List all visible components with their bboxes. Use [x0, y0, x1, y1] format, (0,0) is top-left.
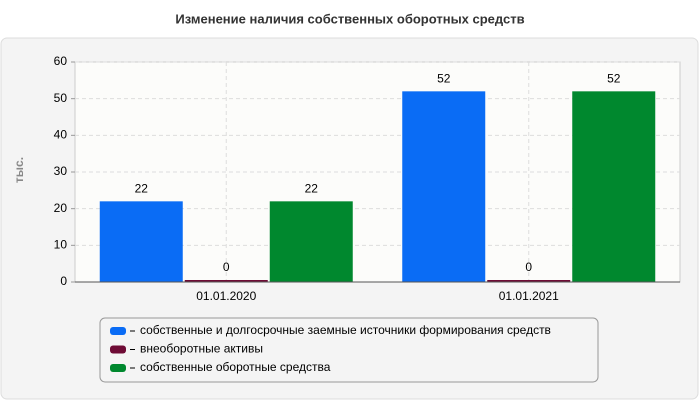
bar: [99, 201, 183, 282]
y-axis-label: тыс.: [12, 157, 26, 183]
y-tick-label: 20: [54, 201, 68, 215]
y-tick-label: 30: [54, 164, 68, 178]
legend-label: внеоборотные активы: [140, 342, 263, 356]
data-label: 52: [437, 72, 451, 86]
legend-label: собственные оборотные средства: [140, 360, 331, 374]
bar: [402, 91, 486, 282]
bar: [269, 201, 353, 282]
y-tick-label: 50: [54, 91, 68, 105]
y-tick-label: 40: [54, 128, 68, 142]
y-tick-label: 60: [54, 54, 68, 68]
bar: [572, 91, 656, 282]
data-label: 0: [525, 260, 532, 274]
data-label: 22: [305, 182, 319, 196]
y-tick-label: 0: [60, 274, 67, 288]
data-label: 0: [223, 260, 230, 274]
legend-swatch: [110, 345, 126, 354]
legend: [99, 317, 599, 383]
x-tick-label: 01.01.2020: [196, 289, 256, 303]
bar: [487, 280, 571, 282]
y-tick-label: 10: [54, 238, 68, 252]
x-tick-label: 01.01.2021: [499, 289, 559, 303]
data-label: 52: [607, 72, 621, 86]
data-label: 22: [135, 182, 149, 196]
legend-swatch: [110, 327, 126, 335]
legend-swatch: [110, 364, 126, 372]
chart-title: Изменение наличия собственных оборотных …: [175, 11, 524, 26]
bar: [184, 280, 268, 282]
legend-label: собственные и долгосрочные заемные источ…: [140, 323, 551, 337]
